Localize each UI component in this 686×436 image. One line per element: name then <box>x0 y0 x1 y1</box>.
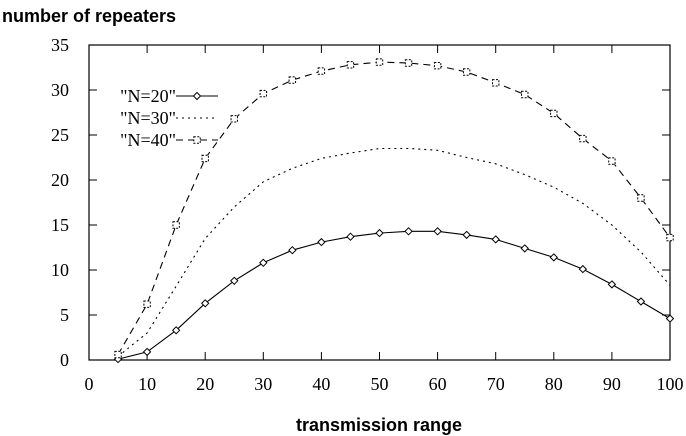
data-point <box>578 264 588 274</box>
y-tick-label: 20 <box>51 170 69 190</box>
legend-marker <box>192 91 202 101</box>
legend: "N=20""N=30""N=40" <box>120 86 218 150</box>
data-point <box>114 350 122 359</box>
series-2 <box>117 147 671 357</box>
data-point <box>492 79 500 87</box>
legend-label: "N=20" <box>120 86 176 106</box>
data-point <box>433 62 442 70</box>
data-point <box>636 297 646 306</box>
x-tick-label: 40 <box>312 374 330 394</box>
data-point <box>404 59 413 67</box>
data-point <box>375 228 384 238</box>
data-point <box>550 109 558 118</box>
x-tick-label: 60 <box>429 374 447 394</box>
x-tick-label: 10 <box>138 374 156 394</box>
data-point <box>142 347 152 357</box>
legend-label: "N=30" <box>120 108 176 128</box>
data-point <box>549 253 559 262</box>
data-point <box>259 258 268 268</box>
data-point <box>520 244 529 253</box>
y-tick-label: 15 <box>51 215 69 235</box>
legend-label: "N=40" <box>120 130 176 150</box>
plot-frame <box>88 44 671 361</box>
series-3 <box>114 58 674 359</box>
data-point <box>201 154 209 163</box>
data-point <box>665 314 675 323</box>
y-tick-label: 25 <box>51 125 69 145</box>
data-point <box>375 58 384 66</box>
data-point <box>200 299 210 308</box>
y-tick-label: 35 <box>51 35 69 55</box>
series-line <box>117 230 671 360</box>
x-tick-label: 30 <box>254 374 272 394</box>
x-tick-label: 50 <box>371 374 389 394</box>
data-point <box>317 237 326 247</box>
x-tick-label: 100 <box>657 374 684 394</box>
chart-title: number of repeaters <box>2 6 176 26</box>
x-axis-label: transmission range <box>296 415 462 435</box>
data-point <box>230 115 238 123</box>
data-point <box>491 235 500 244</box>
data-point <box>608 157 616 165</box>
data-point <box>288 76 297 84</box>
data-point <box>462 68 471 76</box>
x-tick-label: 90 <box>603 374 621 394</box>
data-point <box>579 134 587 143</box>
data-point <box>171 326 181 335</box>
data-point <box>607 280 617 289</box>
axis-ticks: 0 10 20 30 40 50 60 70 80 90 100 0 5 10 15 20 25 30 35 <box>51 35 684 394</box>
y-tick-label: 30 <box>51 80 69 100</box>
data-point <box>259 89 268 98</box>
data-point <box>666 233 674 242</box>
data-point <box>288 245 297 255</box>
data-point <box>404 227 413 236</box>
data-point <box>346 232 355 241</box>
data-point <box>521 90 529 99</box>
data-point <box>433 227 442 236</box>
legend-marker <box>193 136 201 144</box>
data-point <box>172 221 180 229</box>
data-point <box>317 67 326 75</box>
series-line <box>117 147 671 357</box>
data-point <box>346 61 355 69</box>
x-tick-label: 20 <box>196 374 214 394</box>
x-tick-label: 0 <box>85 374 94 394</box>
y-tick-label: 10 <box>51 260 69 280</box>
plot-series <box>113 58 675 364</box>
data-point <box>143 300 151 308</box>
x-tick-label: 80 <box>545 374 563 394</box>
x-tick-label: 70 <box>487 374 505 394</box>
data-point <box>230 276 239 286</box>
y-tick-label: 0 <box>60 350 69 370</box>
data-point <box>462 230 471 240</box>
series-1 <box>113 227 675 364</box>
y-tick-label: 5 <box>60 305 69 325</box>
data-point <box>637 194 645 202</box>
series-line <box>117 61 671 355</box>
